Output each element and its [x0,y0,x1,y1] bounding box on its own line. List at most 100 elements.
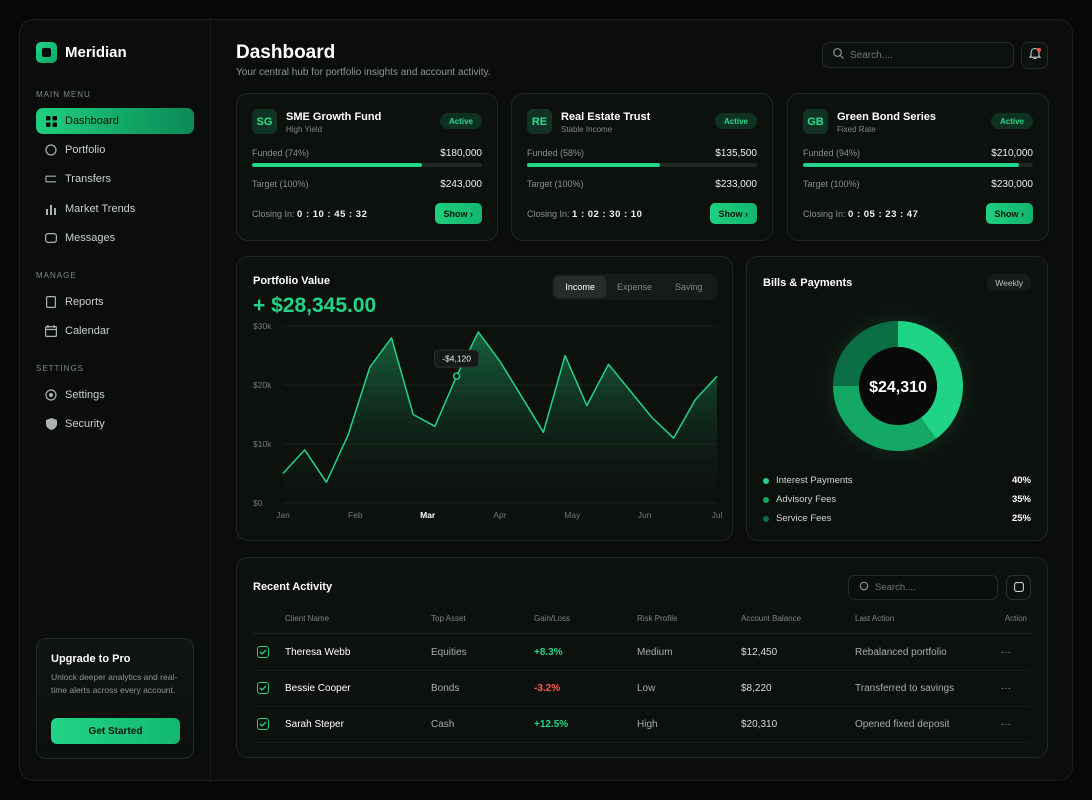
legend-swatch [763,496,769,503]
legend-label: Service Fees [776,513,832,524]
more-options-button[interactable]: ··· [1001,683,1011,694]
table-row[interactable]: Sarah Steper Cash +12.5% High $20,310 Op… [253,707,1031,743]
bills-payments-card: Bills & Payments Weekly $24,310 Interest… [746,256,1048,541]
activity-title: Recent Activity [253,581,333,593]
fund-type: High Yield [286,125,323,134]
row-checkbox[interactable] [257,718,269,730]
bills-title: Bills & Payments [763,277,853,289]
x-tick-label: Jun [638,510,652,520]
target-value: $243,000 [440,179,482,190]
closing-countdown: Closing In: 1 : 02 : 30 : 10 [527,209,642,220]
sidebar-item-calendar[interactable]: Calendar [36,318,194,344]
x-tick-label: Jan [276,510,290,520]
portfolio-tabs: Income Expense Saving [552,274,717,300]
app-window: Meridian MAIN MENU Dashboard Portfolio T… [19,19,1073,781]
sidebar-item-transfers[interactable]: Transfers [36,166,194,192]
sidebar-item-security[interactable]: Security [36,411,194,437]
legend-swatch [763,477,769,484]
donut-segment [833,321,963,451]
last-action: Transferred to savings [855,683,955,694]
calendar-icon [45,325,57,337]
series-line [282,331,718,484]
target-label: Target (100%) [252,179,309,189]
donut-segment [833,321,963,451]
tab-expense[interactable]: Expense [616,282,652,292]
table-row[interactable]: Bessie Cooper Bonds -3.2% Low $8,220 Tra… [253,671,1031,707]
portfolio-area-chart: $30k $20k $10k $0 Jan Feb Mar Apr May Jun Jul -$4,1… [253,321,723,520]
filter-button[interactable] [1006,575,1031,600]
show-button[interactable]: Show › [709,203,757,224]
top-asset: Cash [431,719,455,730]
funded-value: $180,000 [440,148,482,159]
legend-label: Advisory Fees [776,494,837,505]
sidebar-item-label: Security [65,418,105,430]
column-header: Last Action [855,614,895,623]
section-settings: SETTINGS [36,364,85,373]
sidebar-item-label: Dashboard [65,115,119,127]
funded-label: Funded (58%) [527,148,585,158]
row-checkbox[interactable] [257,646,269,658]
x-tick-label: Feb [348,510,363,520]
target-value: $233,000 [715,179,757,190]
sidebar-item-label: Market Trends [65,203,136,215]
row-checkbox[interactable] [257,682,269,694]
tab-income[interactable]: Income [554,276,607,298]
sidebar-item-dashboard[interactable]: Dashboard [36,108,194,134]
get-started-button[interactable]: Get Started [51,718,180,744]
target-label: Target (100%) [527,179,584,189]
column-header: Account Balance [741,614,802,623]
table-row[interactable]: Theresa Webb Equities +8.3% Medium $12,4… [253,635,1031,671]
closing-time: 0 : 05 : 23 : 47 [848,209,919,220]
activity-search-input[interactable]: Search.... [848,575,998,600]
closing-time: 1 : 02 : 30 : 10 [572,209,643,220]
bar-chart-icon [45,203,57,215]
more-options-button[interactable]: ··· [1001,647,1011,658]
sidebar-item-label: Messages [65,232,116,244]
closing-countdown: Closing In: 0 : 05 : 23 : 47 [803,209,918,220]
legend-item: Service Fees 25% [763,513,1031,524]
legend-item: Advisory Fees 35% [763,494,1031,505]
show-button[interactable]: Show › [434,203,482,224]
closing-label: Closing In: [803,209,846,219]
sidebar-item-reports[interactable]: Reports [36,289,194,315]
tooltip-box [434,349,480,368]
status-badge: Active [714,113,757,129]
grid-icon [45,115,57,127]
column-header: Action [1004,614,1027,623]
sidebar-item-market-trends[interactable]: Market Trends [36,196,194,222]
main-content: Dashboard Your central hub for portfolio… [212,20,1072,780]
risk-profile: High [637,719,658,730]
legend-label: Interest Payments [776,475,853,486]
transfer-icon [45,173,57,185]
status-badge: Active [439,113,482,129]
sidebar-item-portfolio[interactable]: Portfolio [36,137,194,163]
x-tick-label: Apr [493,510,506,520]
fund-name: Green Bond Series [837,111,937,123]
funding-progress-fill [252,163,423,167]
show-button[interactable]: Show › [985,203,1033,224]
sidebar: Meridian MAIN MENU Dashboard Portfolio T… [20,20,211,780]
notification-button[interactable] [1021,42,1048,69]
gear-icon [45,389,57,401]
check-icon [259,685,267,691]
upgrade-description: Unlock deeper analytics and real-time al… [51,672,178,695]
sidebar-item-settings[interactable]: Settings [36,382,194,408]
search-input[interactable]: Search.... [822,42,1014,68]
bills-donut-chart: $24,310 [809,297,987,475]
tab-saving[interactable]: Saving [675,282,703,292]
sidebar-item-messages[interactable]: Messages [36,225,194,251]
fund-name: Real Estate Trust [561,111,651,123]
brand[interactable]: Meridian [36,42,127,63]
column-header: Top Asset [431,614,466,623]
client-name: Theresa Webb [285,647,351,658]
gain-loss: +12.5% [534,719,569,730]
legend-item: Interest Payments 40% [763,475,1031,486]
more-options-button[interactable]: ··· [1001,719,1011,730]
top-asset: Equities [431,647,467,658]
account-balance: $20,310 [741,719,778,730]
gain-loss: -3.2% [534,683,561,694]
y-tick-label: $0 [253,498,263,508]
logo-icon [36,42,57,63]
period-dropdown[interactable]: Weekly [987,274,1031,291]
fund-card-green-bond: GB Green Bond Series Fixed Rate Active F… [787,93,1049,241]
